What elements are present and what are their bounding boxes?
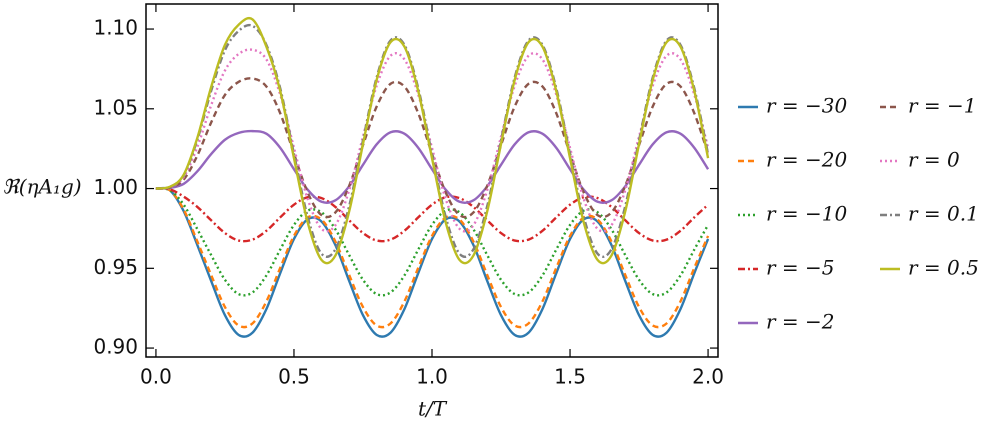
legend-label: r = 0 [908,148,960,172]
x-tick-label: 2.0 [692,365,724,389]
y-tick-label: 0.95 [93,255,138,279]
x-tick-label: 1.5 [554,365,586,389]
y-tick-label: 1.05 [93,95,138,119]
series-line [155,187,709,243]
series-line [155,48,710,233]
legend-label: r = 0.1 [908,202,979,226]
series-line [155,186,710,338]
legend-label: r = −10 [766,202,848,226]
series-line [155,187,710,297]
plot-frame [145,3,719,358]
y-tick-label: 1.10 [93,16,138,40]
legend-label: r = −5 [766,256,835,280]
y-tick-label: 1.00 [93,175,138,199]
series-line [155,129,710,204]
legend-label: r = −30 [766,94,848,118]
y-tick-label: 0.90 [93,335,138,359]
x-tick-label: 0.0 [140,365,172,389]
legend-label: r = −20 [766,148,848,172]
series-line [155,77,710,219]
series-line [155,186,710,329]
legend-label: r = −1 [908,94,977,118]
x-axis-label: t/T [418,397,448,421]
y-axis-label: ℜ(ηA₁g) [2,175,81,199]
series-line [155,16,710,265]
legend-label: r = −2 [766,310,835,334]
x-tick-label: 1.0 [416,365,448,389]
x-tick-label: 0.5 [278,365,310,389]
series-line [155,23,710,259]
legend-label: r = 0.5 [908,256,979,280]
